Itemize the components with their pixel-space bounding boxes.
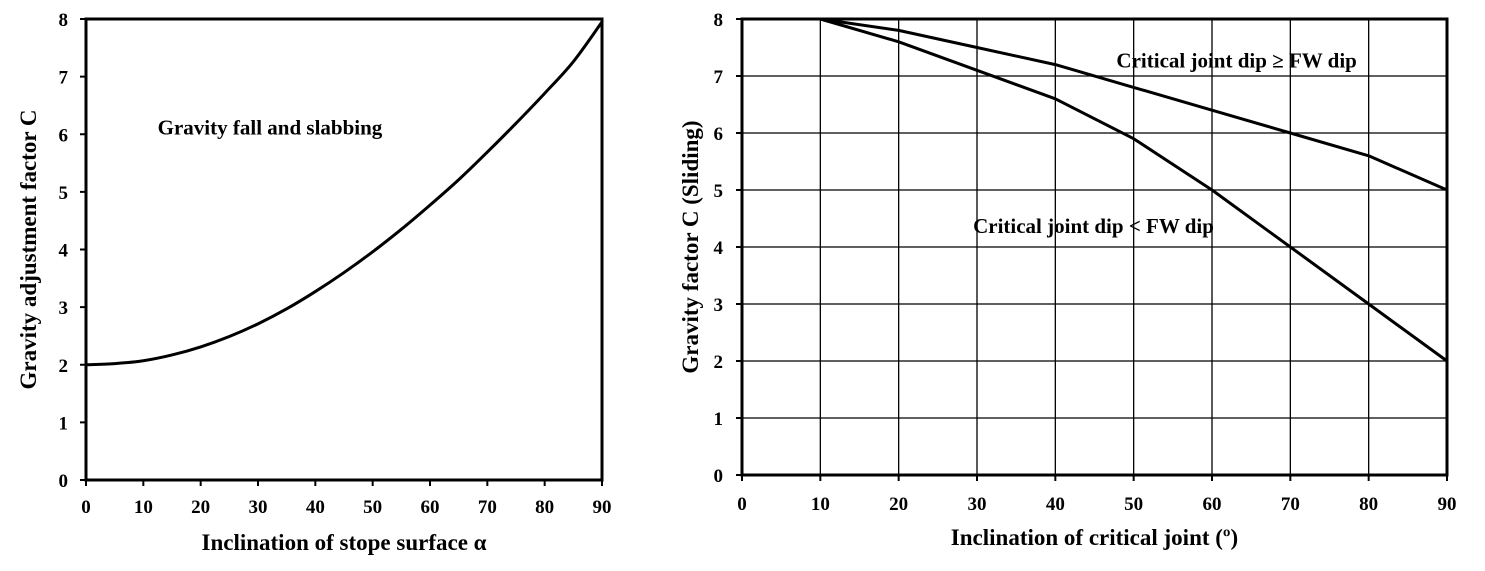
plot-frame <box>84 17 604 482</box>
y-tick-label: 1 <box>59 413 69 434</box>
x-tick-label: 20 <box>191 497 210 518</box>
x-tick-label: 90 <box>1438 494 1457 515</box>
annotation-label: Critical joint dip < FW dip <box>973 214 1214 238</box>
y-tick-label: 1 <box>714 409 724 430</box>
x-tick-label: 50 <box>1124 494 1143 515</box>
y-tick-label: 6 <box>714 124 724 145</box>
x-tick-label: 80 <box>1359 494 1378 515</box>
y-tick-label: 4 <box>714 238 724 259</box>
y-tick-label: 3 <box>59 298 69 319</box>
x-tick-label: 90 <box>593 497 612 518</box>
annotation-label: Critical joint dip ≥ FW dip <box>1116 48 1356 72</box>
y-tick-label: 5 <box>59 183 69 204</box>
x-tick-label: 60 <box>421 497 440 518</box>
x-tick-label: 20 <box>889 494 908 515</box>
x-tick-label: 10 <box>811 494 830 515</box>
series-line-1 <box>818 17 1449 363</box>
y-axis-label: Gravity factor C (Sliding) <box>678 120 703 373</box>
x-tick-label: 0 <box>81 497 91 518</box>
y-tick-label: 5 <box>714 181 724 202</box>
x-tick-label: 40 <box>1046 494 1065 515</box>
x-tick-label: 70 <box>1281 494 1300 515</box>
x-tick-label: 50 <box>363 497 382 518</box>
y-tick-label: 7 <box>59 68 69 89</box>
x-tick-label: 40 <box>306 497 325 518</box>
y-tick-label: 7 <box>714 67 724 88</box>
x-tick-label: 30 <box>249 497 268 518</box>
y-tick-label: 8 <box>714 10 724 31</box>
y-axis-label: Gravity adjustment factor C <box>16 110 41 390</box>
y-tick-label: 2 <box>59 356 69 377</box>
x-axis-label: Inclination of stope surface α <box>202 530 487 555</box>
x-tick-label: 60 <box>1203 494 1222 515</box>
y-tick-label: 6 <box>59 125 69 146</box>
x-axis-label: Inclination of critical joint (º) <box>951 525 1238 550</box>
series-line-0 <box>84 20 604 367</box>
annotation-label: Gravity fall and slabbing <box>158 115 383 139</box>
y-tick-label: 4 <box>59 241 69 262</box>
x-tick-label: 30 <box>968 494 987 515</box>
x-tick-label: 0 <box>737 494 747 515</box>
y-tick-label: 3 <box>714 295 724 316</box>
x-tick-label: 10 <box>134 497 153 518</box>
x-tick-label: 70 <box>478 497 497 518</box>
y-tick-label: 0 <box>714 466 724 487</box>
y-tick-label: 0 <box>59 471 69 492</box>
series-line-0 <box>818 17 1449 192</box>
plot-frame <box>740 17 1449 477</box>
y-tick-label: 8 <box>59 10 69 31</box>
x-tick-label: 80 <box>535 497 554 518</box>
y-tick-label: 2 <box>714 352 724 373</box>
